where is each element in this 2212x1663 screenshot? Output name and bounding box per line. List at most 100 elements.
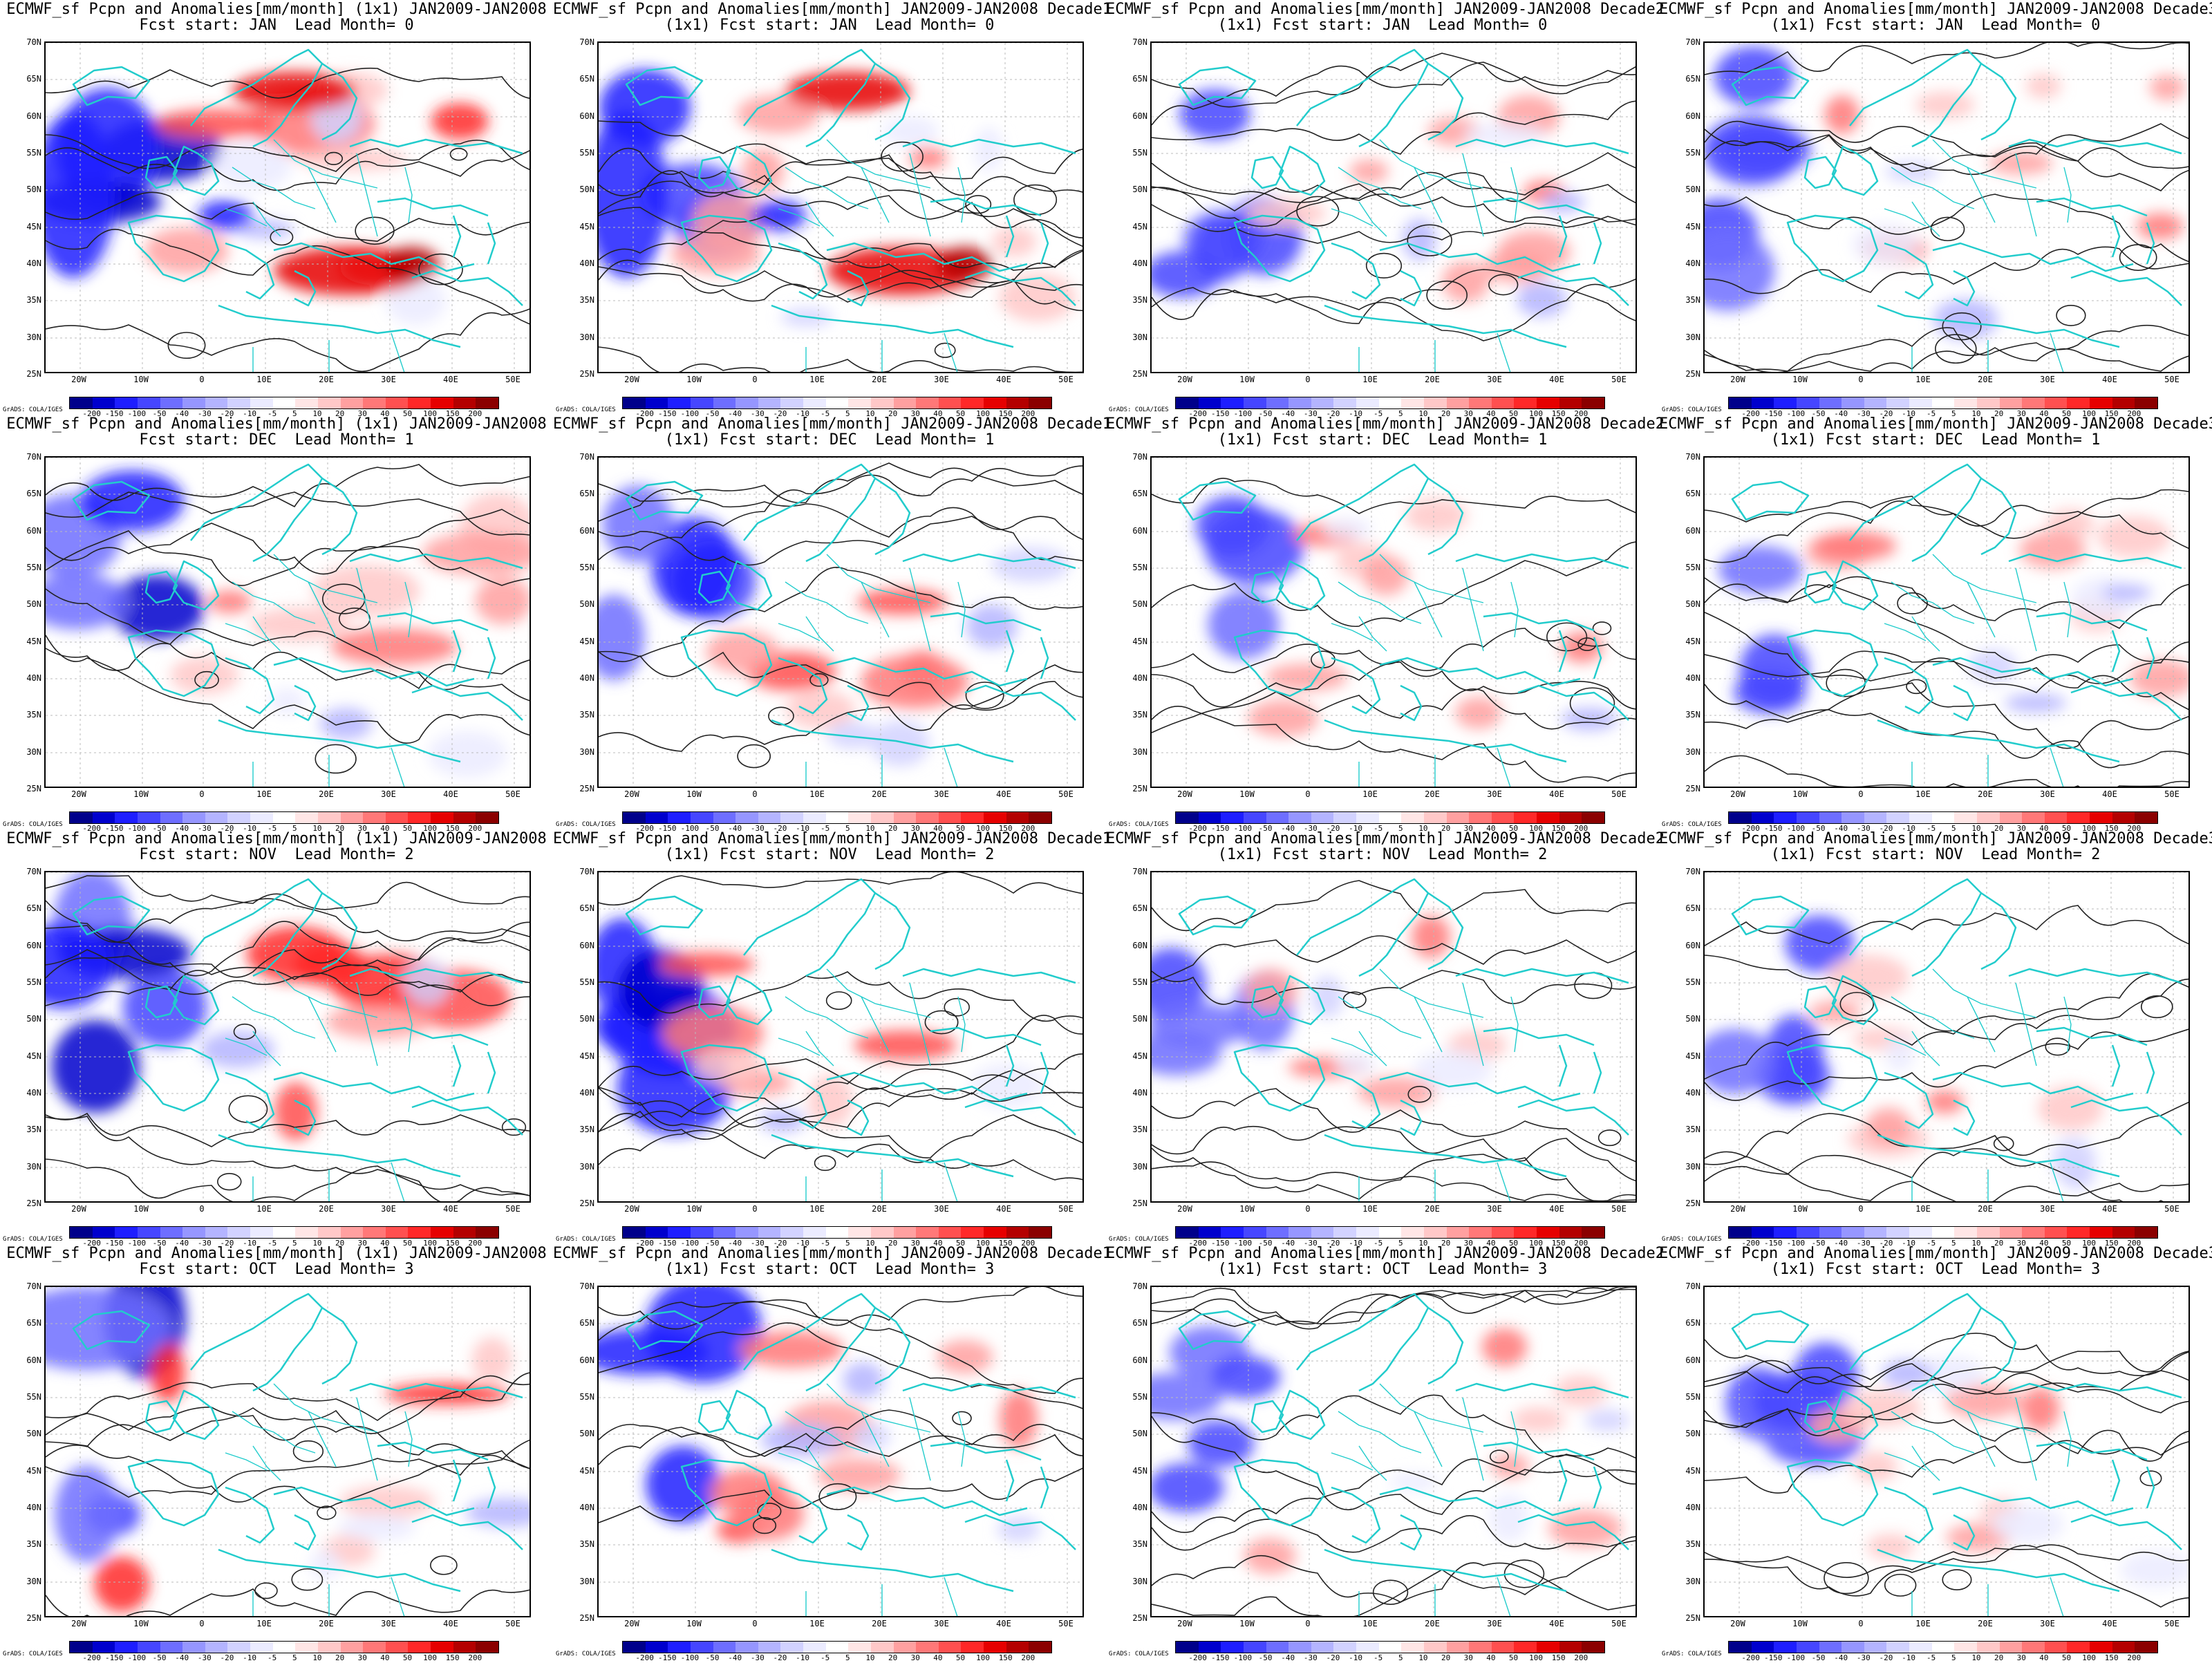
colorbar-swatch	[1931, 397, 1955, 408]
panel-title-line2: (1x1) Fcst start: DEC Lead Month= 1	[1217, 431, 1548, 449]
latitude-label: 70N	[1685, 867, 1700, 876]
colorbar-ticks: -200 -150 -100 -50 -40 -30 -20 -10 -5 5 10 20 30 40 50…	[1728, 1239, 2157, 1248]
colorbar-swatch	[938, 397, 962, 408]
anomaly-region	[1933, 299, 1998, 340]
anomaly-region	[1463, 122, 1546, 147]
colorbar-swatch	[295, 397, 318, 408]
colorbar-swatch	[431, 1642, 453, 1653]
colorbar-tick-label: -100	[1786, 824, 1806, 833]
colorbar-tick-label: -5	[821, 824, 830, 833]
colorbar-tick-label: 20	[1994, 1239, 2004, 1248]
latitude-label: 50N	[1132, 1429, 1147, 1438]
colorbar-tick-label: 30	[1463, 409, 1473, 418]
map-graphic	[599, 43, 1082, 372]
graticule	[1705, 1287, 2188, 1616]
colorbar-tick-label: -40	[728, 1653, 742, 1662]
panel-title-line1: ECMWF_sf Pcpn and Anomalies[mm/month] JA…	[553, 1, 1112, 18]
anomaly-shading	[46, 470, 529, 778]
anomaly-region	[1357, 1076, 1436, 1108]
latitude-label: 35N	[1685, 1539, 1700, 1549]
grads-credit: GrADS: COLA/IGES	[1662, 1651, 1722, 1657]
anomaly-region	[599, 594, 645, 681]
anomaly-region	[1826, 955, 1909, 1000]
colorbar-tick-label: 5	[845, 409, 850, 418]
colorbar-swatch	[2044, 1642, 2068, 1653]
longitude-label: 20E	[1978, 789, 1993, 799]
colorbar-tick-label: 5	[292, 1653, 297, 1662]
colorbar-swatch	[1864, 1642, 1887, 1653]
colorbar-tick-label: 30	[910, 1653, 920, 1662]
latitude-label: 60N	[26, 111, 41, 121]
colorbar-swatch	[713, 397, 736, 408]
colorbar-swatch	[476, 1642, 498, 1653]
latitude-label: 70N	[1132, 37, 1147, 47]
colorbar-swatch	[1266, 1227, 1289, 1238]
colorbar-swatch	[893, 812, 917, 823]
colorbar	[1175, 1641, 1605, 1653]
colorbar-tick-label: 10	[1971, 409, 1981, 418]
latitude-label: 50N	[579, 1429, 594, 1438]
colorbar-tick-label: 20	[335, 409, 345, 418]
colorbar-swatch	[160, 1642, 183, 1653]
colorbar-swatch	[1029, 1642, 1051, 1653]
longitude-label: 40E	[443, 789, 458, 799]
latitude-label: 70N	[579, 37, 594, 47]
latitude-label: 55N	[579, 563, 594, 572]
latitude-label: 45N	[26, 222, 41, 232]
colorbar-tick-label: 50	[402, 824, 413, 833]
anomaly-region	[298, 148, 409, 171]
colorbar-tick-label: -150	[1211, 824, 1230, 833]
colorbar-swatch	[295, 1642, 318, 1653]
colorbar-swatch	[668, 1227, 691, 1238]
colorbar-tick-label: -5	[268, 1239, 277, 1248]
anomaly-region	[2018, 531, 2086, 569]
colorbar-swatch	[1176, 812, 1199, 823]
anomaly-region	[1335, 1053, 1376, 1075]
colorbar-swatch	[92, 397, 115, 408]
colorbar-tick-label: -40	[1834, 1239, 1848, 1248]
colorbar-swatch	[137, 1642, 160, 1653]
colorbar-swatch	[758, 397, 781, 408]
colorbar-swatch	[1774, 397, 1797, 408]
map-area	[597, 41, 1084, 373]
map-graphic	[46, 872, 529, 1201]
colorbar-tick-label: 150	[1551, 1653, 1566, 1662]
colorbar-swatch	[1909, 1642, 1932, 1653]
colorbar-tick-label: 30	[2016, 409, 2026, 418]
colorbar-swatch	[1729, 397, 1752, 408]
latitude-label: 55N	[1132, 148, 1147, 158]
colorbar-swatch	[272, 397, 296, 408]
graticule	[1152, 1287, 1635, 1616]
colorbar-swatch	[780, 1227, 803, 1238]
latitude-label: 25N	[1132, 1199, 1147, 1208]
colorbar-swatch	[848, 1642, 871, 1653]
colorbar-tick-label: -5	[821, 409, 830, 418]
map-panel: ECMWF_sf Pcpn and Anomalies[mm/month] JA…	[1106, 415, 1665, 833]
panel-title-line1: ECMWF_sf Pcpn and Anomalies[mm/month] (1…	[6, 830, 547, 847]
graticule	[46, 872, 529, 1201]
colorbar-tick-label: -150	[105, 1653, 124, 1662]
colorbar-swatch	[984, 1227, 1006, 1238]
colorbar-swatch	[848, 812, 871, 823]
colorbar-swatch	[780, 397, 803, 408]
latitude-label: 45N	[1132, 1051, 1147, 1061]
latitude-label: 45N	[579, 222, 594, 232]
colorbar-tick-label: -5	[268, 409, 277, 418]
colorbar-swatch	[2067, 1227, 2090, 1238]
colorbar-tick-label: -50	[1258, 824, 1273, 833]
longitude-label: 10W	[1239, 375, 1255, 384]
colorbar-tick-label: 20	[335, 824, 345, 833]
colorbar-tick-label: 150	[2104, 1239, 2119, 1248]
colorbar-tick-label: -10	[1902, 1653, 1915, 1662]
latitude-label: 70N	[1132, 1281, 1147, 1291]
colorbar-swatch	[2135, 1227, 2157, 1238]
anomaly-region	[109, 574, 205, 640]
map-panel: ECMWF_sf Pcpn and Anomalies[mm/month] JA…	[1659, 1244, 2212, 1662]
latitude-label: 65N	[579, 1318, 594, 1328]
anomaly-region	[1548, 1510, 1622, 1548]
latitude-label: 50N	[1685, 599, 1700, 609]
colorbar-tick-label: -200	[82, 824, 101, 833]
latitude-label: 55N	[579, 977, 594, 987]
latitude-label: 25N	[1132, 1613, 1147, 1623]
colorbar-tick-label: -5	[1927, 409, 1936, 418]
